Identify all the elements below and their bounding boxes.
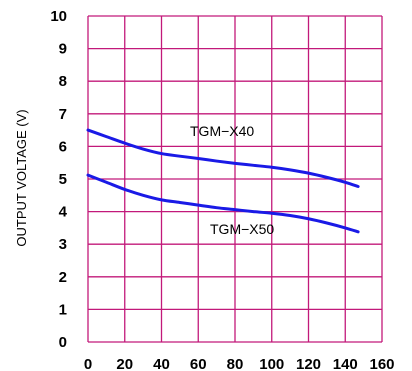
x-tick-label-0: 0	[84, 356, 92, 371]
y-axis-title: OUTPUT VOLTAGE (V)	[14, 109, 29, 246]
x-tick-label-5: 100	[259, 356, 284, 371]
x-tick-label-2: 40	[153, 356, 170, 371]
x-tick-label-6: 120	[296, 356, 321, 371]
x-tick-labels: 0 20 40 60 80 100 120 140 160	[84, 356, 395, 371]
y-tick-label-9: 9	[59, 41, 67, 58]
y-tick-label-7: 7	[59, 106, 67, 123]
y-tick-label-8: 8	[59, 73, 67, 90]
x-tick-label-3: 60	[190, 356, 207, 371]
y-tick-labels: 0 1 2 3 4 5 6 7 8 9 10	[50, 8, 67, 351]
series-line-0	[86, 128, 360, 188]
x-tick-label-4: 80	[227, 356, 244, 371]
grid	[87, 15, 383, 343]
y-tick-label-5: 5	[59, 171, 67, 188]
x-tick-label-8: 160	[369, 356, 394, 371]
series-label-tgm-x40: TGM−X40	[190, 123, 254, 139]
y-tick-label-0: 0	[59, 334, 67, 351]
series-lines	[86, 128, 360, 234]
y-tick-label-2: 2	[59, 269, 67, 286]
x-tick-label-7: 140	[333, 356, 358, 371]
y-tick-label-6: 6	[59, 138, 67, 155]
x-tick-label-1: 20	[116, 356, 133, 371]
y-tick-label-3: 3	[59, 236, 67, 253]
series-label-tgm-x50: TGM−X50	[210, 221, 274, 237]
series-line-1	[86, 173, 360, 234]
y-tick-label-1: 1	[59, 301, 67, 318]
y-tick-label-10: 10	[50, 8, 67, 25]
y-tick-label-4: 4	[59, 204, 68, 221]
